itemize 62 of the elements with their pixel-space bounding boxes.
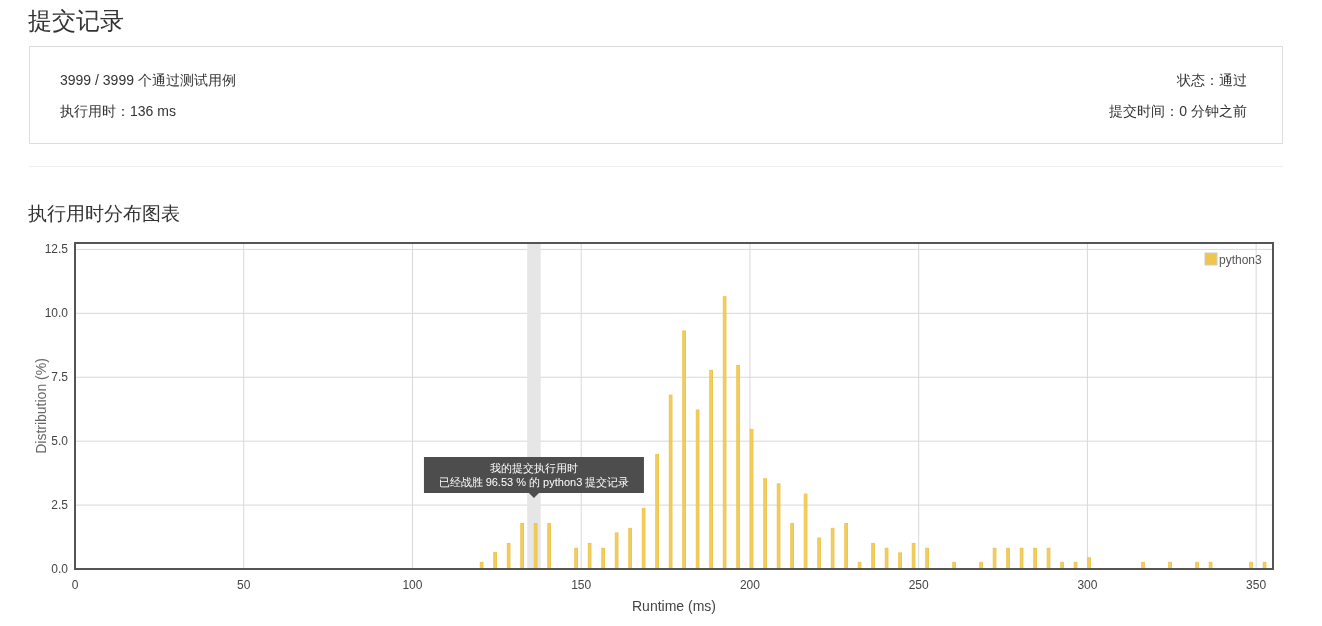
- annotation: 我的提交执行用时: [489, 462, 578, 474]
- bar: [709, 369, 713, 570]
- bar: [1006, 547, 1010, 570]
- y-tick-label: 0.0: [51, 562, 69, 576]
- x-tick-label: 150: [571, 578, 592, 592]
- bar: [614, 532, 619, 570]
- bar: [533, 522, 538, 570]
- bar: [736, 364, 740, 570]
- x-tick-label: 350: [1246, 578, 1267, 592]
- text: 执行用时：136 ms: [60, 103, 176, 119]
- bar: [628, 527, 632, 570]
- y-tick-label: 12.5: [44, 242, 69, 257]
- x-tick-label: 50: [237, 578, 251, 592]
- bar: [871, 542, 875, 570]
- bar: [668, 394, 673, 570]
- x-axis-title: Runtime (ms): [631, 598, 717, 614]
- y-axis-title: Distribution (%): [33, 358, 49, 454]
- y-tick-label: 5.0: [51, 434, 69, 449]
- text: 3999 / 3999 个通过测试用例: [60, 72, 236, 88]
- y-tick-label: 2.5: [51, 498, 69, 513]
- x-tick-label: 200: [739, 578, 761, 592]
- bar: [884, 547, 889, 570]
- bar: [844, 522, 848, 570]
- bar: [1087, 557, 1091, 570]
- bar: [803, 493, 808, 570]
- bar: [790, 522, 794, 570]
- bar: [655, 453, 659, 570]
- annotation: 已经战胜 96.53 % 的 python3 提交记录: [438, 476, 630, 488]
- bar: [817, 537, 821, 570]
- bar: [1019, 547, 1024, 570]
- x-tick-label: 250: [908, 578, 929, 592]
- bar: [520, 522, 524, 570]
- chart-title: 提交记录: [28, 7, 124, 34]
- bar: [722, 296, 727, 570]
- bar: [506, 542, 511, 570]
- bar: [830, 527, 835, 570]
- chart-subtitle: 执行用时分布图表: [28, 203, 180, 224]
- bar: [1046, 547, 1051, 570]
- bar: [641, 507, 646, 570]
- text: 提交时间：0 分钟之前: [1109, 103, 1247, 119]
- bar: [493, 551, 497, 570]
- bar: [898, 552, 902, 570]
- bar: [587, 542, 592, 570]
- bar: [763, 478, 767, 570]
- bar: [547, 522, 551, 570]
- bar: [695, 409, 700, 570]
- legend-label: python3: [1219, 253, 1263, 267]
- bar: [601, 547, 605, 570]
- bar: [574, 547, 578, 570]
- bar: [925, 547, 929, 570]
- y-tick-label: 10.0: [44, 306, 69, 321]
- y-tick-label: 7.5: [51, 370, 69, 385]
- bar: [776, 483, 781, 570]
- x-tick-label: 0: [71, 578, 79, 592]
- bar: [1033, 547, 1037, 570]
- x-tick-label: 300: [1077, 578, 1098, 592]
- bar: [682, 330, 686, 570]
- bar: [911, 542, 916, 570]
- bar: [749, 428, 754, 570]
- text: 状态：通过: [1176, 72, 1247, 88]
- bar: [992, 547, 997, 570]
- x-tick-label: 100: [402, 578, 423, 592]
